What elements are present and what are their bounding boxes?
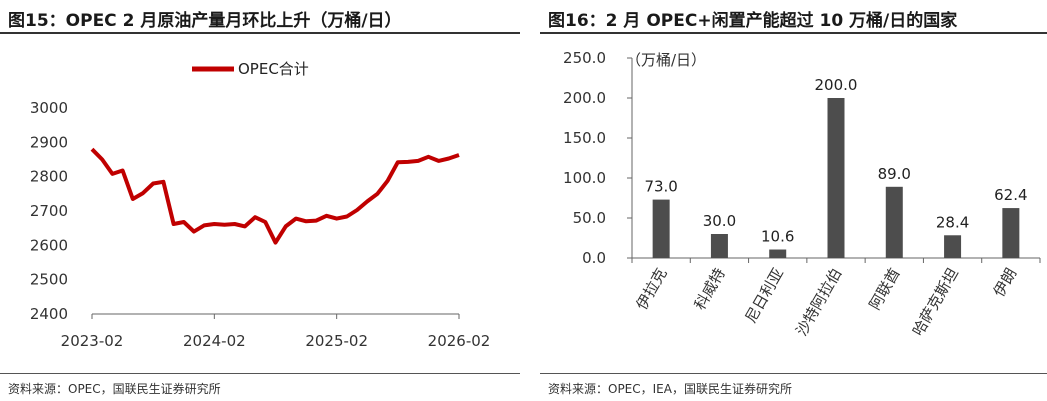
spare-capacity-bar-chart: 0.0 50.0 100.0 150.0 200.0 250.0 （万桶/日） 73.0 伊拉克…: [563, 49, 1041, 339]
left-source-note: 资料来源：OPEC，国联民生证券研究所: [8, 382, 221, 396]
y-tick-label: 2400: [30, 305, 68, 323]
right-title-rule: [540, 32, 1047, 34]
right-figure-title: 图16：2 月 OPEC+闲置产能超过 10 万桶/日的国家: [548, 11, 958, 31]
bar: [769, 249, 787, 258]
y-tick-label: 150.0: [563, 129, 606, 147]
x-tick-label: 2025-02: [305, 332, 368, 350]
x-category-label: 伊拉克: [633, 265, 671, 313]
y-tick-label: 50.0: [573, 209, 606, 227]
bar-data-label: 28.4: [936, 213, 969, 231]
x-tick-label: 2023-02: [61, 332, 124, 350]
y-tick-label: 250.0: [563, 49, 606, 67]
bar: [885, 186, 903, 258]
bar: [944, 235, 962, 258]
left-source-rule: [0, 373, 520, 374]
x-category-label: 伊朗: [990, 265, 1021, 300]
bar-data-label: 89.0: [878, 165, 911, 183]
right-figure-panel: 图16：2 月 OPEC+闲置产能超过 10 万桶/日的国家 0.0 50.0 10…: [540, 0, 1047, 401]
bar: [827, 98, 845, 258]
x-category-label: 沙特阿拉伯: [792, 265, 845, 339]
y-tick-label: 2800: [30, 168, 68, 186]
y-tick-label: 0.0: [582, 249, 606, 267]
y-tick-label: 2600: [30, 236, 68, 254]
x-tick-label: 2026-02: [428, 332, 491, 350]
x-category-label: 阿联酋: [866, 265, 904, 313]
x-category-label: 科威特: [691, 265, 729, 313]
y-tick-label: 3000: [30, 99, 68, 117]
y-tick-label: 200.0: [563, 89, 606, 107]
right-source-note: 资料来源：OPEC，IEA，国联民生证券研究所: [548, 382, 792, 396]
bar-data-label: 62.4: [994, 186, 1027, 204]
bar: [652, 199, 670, 258]
x-category-label: 尼日利亚: [742, 265, 788, 326]
left-figure-title: 图15：OPEC 2 月原油产量月环比上升（万桶/日）: [8, 11, 402, 31]
bar-data-label: 73.0: [644, 178, 677, 196]
y-tick-label: 100.0: [563, 169, 606, 187]
opec-line-chart: 2400 2500 2600 2700 2800 2900 3000 2023-02 2024-…: [30, 60, 491, 350]
y-tick-label: 2500: [30, 271, 68, 289]
bar: [1002, 208, 1020, 258]
right-source-rule: [540, 373, 1047, 374]
y-tick-label: 2900: [30, 133, 68, 151]
bar: [710, 234, 728, 258]
opec-total-series-line: [90, 147, 460, 245]
bar-data-label: 30.0: [703, 212, 736, 230]
unit-label: （万桶/日）: [626, 51, 706, 69]
y-tick-label: 2700: [30, 202, 68, 220]
x-tick-label: 2024-02: [183, 332, 246, 350]
x-category-label: 哈萨克斯坦: [909, 265, 962, 339]
bar-data-label: 10.6: [761, 228, 794, 246]
left-title-rule: [0, 32, 520, 34]
left-figure-panel: 图15：OPEC 2 月原油产量月环比上升（万桶/日） 2400 2500 2600…: [0, 0, 520, 401]
bar-data-label: 200.0: [815, 76, 858, 94]
legend-label: OPEC合计: [238, 60, 309, 78]
